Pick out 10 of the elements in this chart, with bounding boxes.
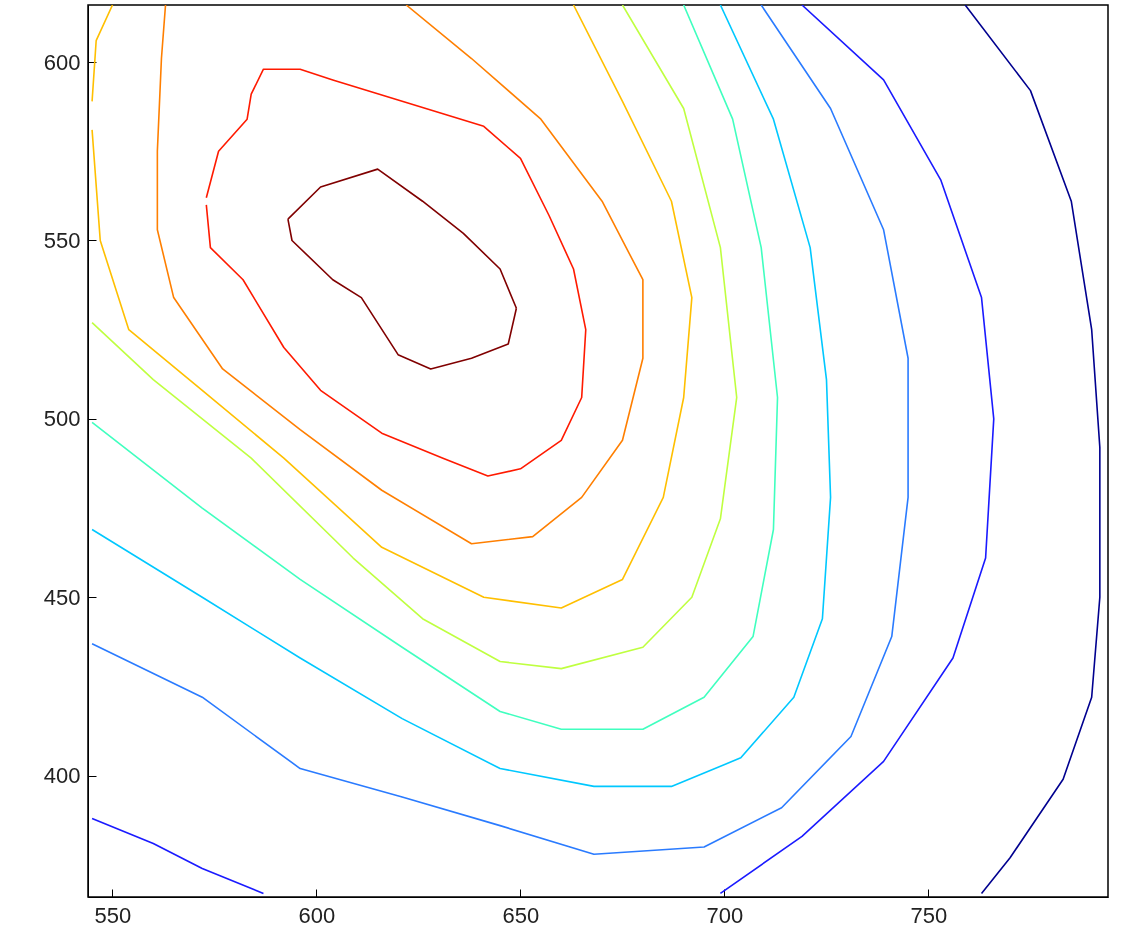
x-tick-label: 700 [706, 902, 744, 928]
y-tick-label: 450 [43, 584, 81, 610]
x-tick-label: 550 [94, 902, 132, 928]
x-tick-label: 600 [298, 902, 336, 928]
y-tick-label: 400 [43, 763, 81, 789]
y-tick-label: 500 [43, 406, 81, 432]
x-tick-label: 650 [502, 902, 540, 928]
x-tick-label: 750 [910, 902, 948, 928]
y-tick-label: 600 [43, 49, 81, 75]
y-tick-label: 550 [43, 227, 81, 253]
